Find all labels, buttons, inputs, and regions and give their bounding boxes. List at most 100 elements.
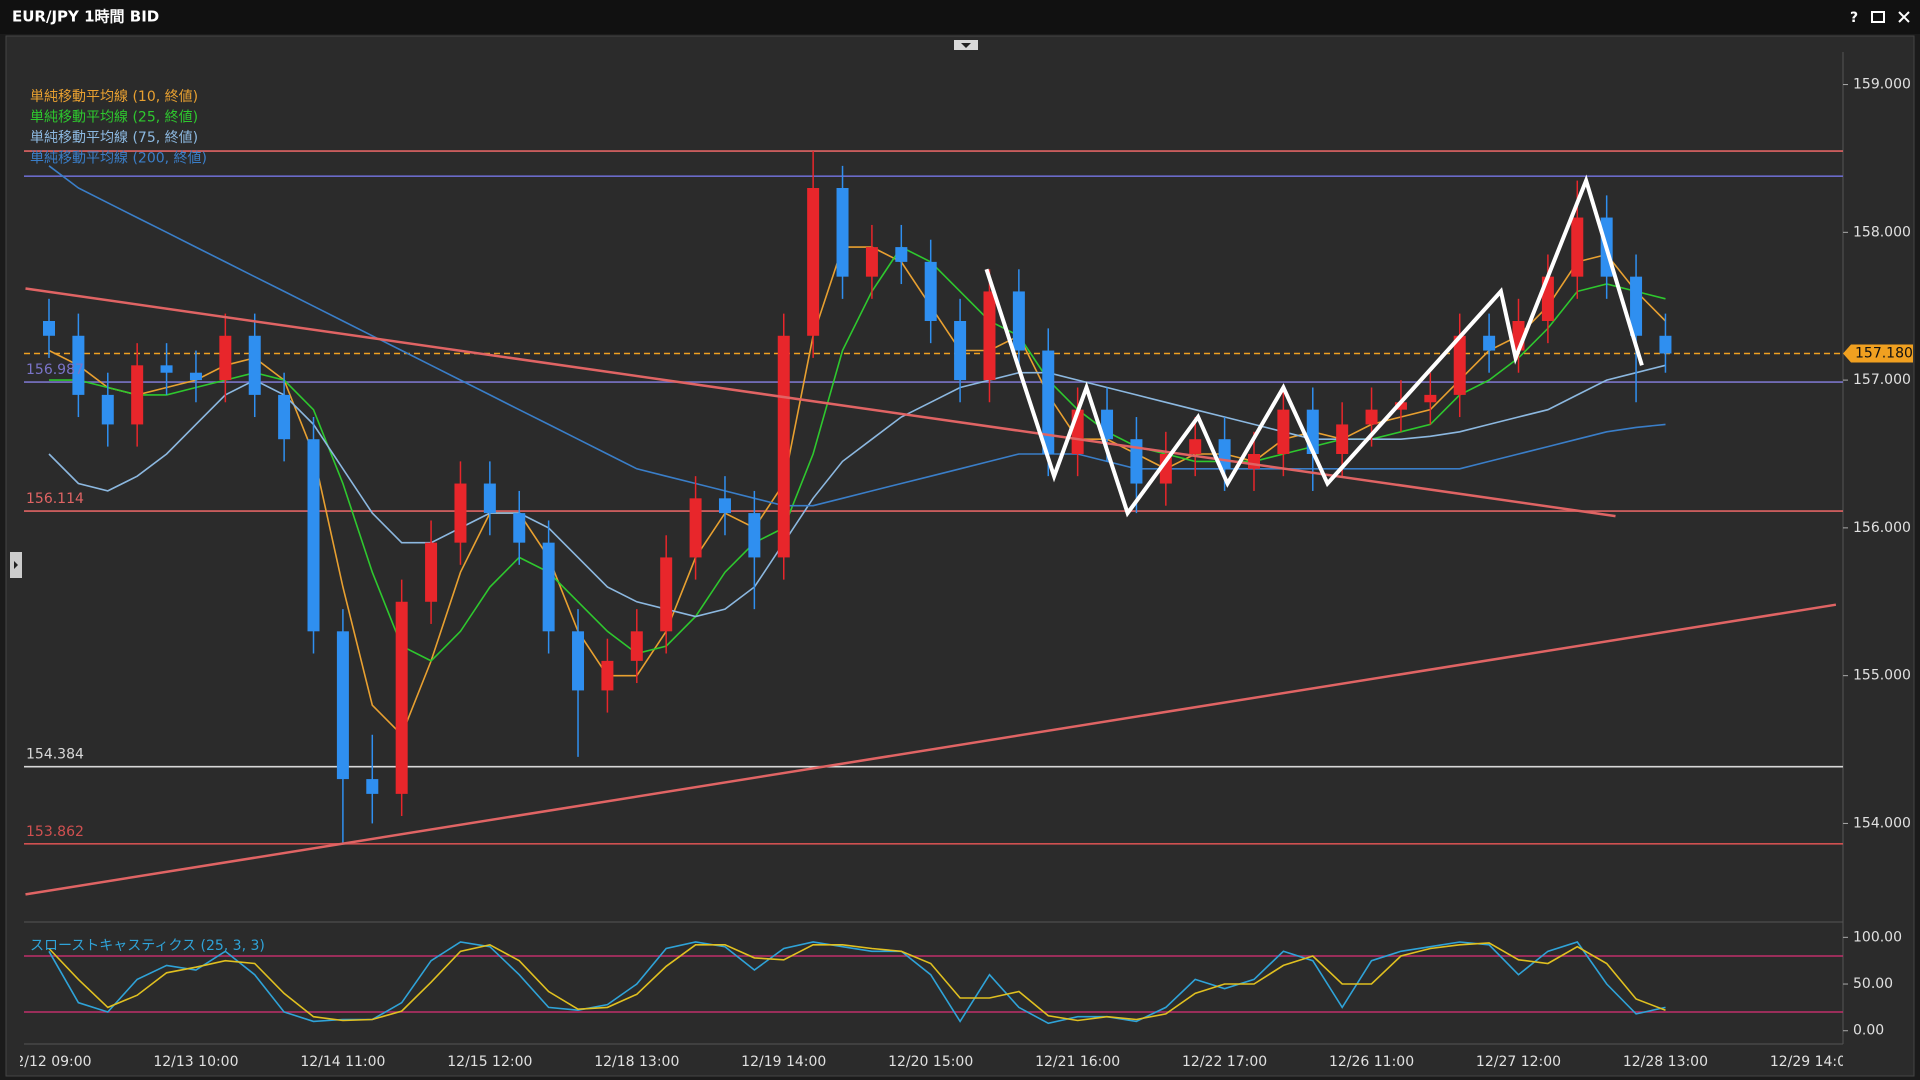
price-plot — [24, 150, 1843, 896]
candle-body — [807, 187, 820, 336]
y-tick-label: 0.00 — [1853, 1023, 1884, 1039]
trend-line — [984, 174, 1644, 518]
candle-body — [1483, 335, 1496, 351]
candle-body — [1659, 335, 1672, 354]
series-line — [49, 246, 1666, 662]
indicator-title: スローストキャスティクス (25, 3, 3) — [30, 938, 265, 954]
candle-body — [748, 513, 761, 558]
chart-area — [5, 35, 1915, 1077]
candle-body — [1394, 402, 1407, 410]
candle-body — [954, 320, 967, 381]
x-tick-label: 12/22 17:00 — [1182, 1054, 1267, 1070]
x-tick-label: 12/15 12:00 — [447, 1054, 532, 1070]
candle-body — [366, 779, 379, 794]
line-label: 156.114 — [26, 491, 84, 507]
series-line — [48, 942, 1666, 1022]
candle-body — [1159, 453, 1172, 484]
candle-body — [572, 631, 585, 691]
series-line — [48, 364, 1666, 618]
maximize-button[interactable] — [1871, 11, 1885, 23]
candle-body — [1365, 409, 1378, 425]
candle-body — [689, 498, 702, 558]
x-tick-label: 12/19 14:00 — [741, 1054, 826, 1070]
price-tag-label: 157.180 — [1855, 346, 1913, 362]
legend-entry: 単純移動平均線 (10, 終値) — [30, 89, 198, 105]
y-tick-label: 155.000 — [1853, 668, 1911, 684]
candle-body — [836, 187, 849, 277]
x-tick-label: 12/27 12:00 — [1476, 1054, 1561, 1070]
candle-body — [660, 557, 673, 632]
y-tick-label: 156.000 — [1853, 520, 1911, 536]
candle-body — [777, 335, 790, 558]
candle-body — [131, 365, 144, 425]
window-title: EUR/JPY 1時間 BID — [12, 8, 159, 26]
candle-body — [924, 261, 937, 321]
trend-line — [25, 287, 1616, 518]
candle-body — [718, 498, 731, 514]
candle-body — [895, 247, 908, 262]
candle-body — [160, 365, 173, 373]
x-tick-label: 12/29 14:00 — [1770, 1054, 1855, 1070]
candle-body — [601, 660, 614, 691]
title-bar — [0, 0, 1920, 34]
line-label: 156.987 — [26, 362, 84, 378]
candle-body — [1189, 439, 1202, 454]
x-tick-label: 12/13 10:00 — [153, 1054, 238, 1070]
candle-body — [43, 320, 55, 336]
side-tab-arrow — [14, 561, 18, 569]
candle-body — [1424, 394, 1437, 403]
y-tick-label: 157.000 — [1853, 372, 1911, 388]
stochastic-plot — [24, 941, 1843, 1025]
candle-body — [513, 513, 526, 543]
y-tick-label: 100.00 — [1853, 929, 1902, 945]
candle-body — [1571, 217, 1584, 277]
candle-body — [72, 335, 85, 395]
price-tag — [1843, 344, 1913, 363]
y-tick-label: 159.000 — [1853, 77, 1911, 93]
candle-body — [454, 483, 467, 543]
candle-body — [248, 335, 261, 395]
help-button[interactable]: ? — [1850, 10, 1858, 26]
close-button[interactable] — [1898, 11, 1910, 23]
line-label: 154.384 — [26, 747, 84, 763]
line-label: 153.862 — [26, 824, 84, 840]
candle-body — [307, 439, 320, 632]
overlay: 157.180 156.987 156.114 154.384 153.862 単純移動平… — [26, 89, 1913, 954]
candle-body — [1101, 409, 1114, 440]
candle-body — [101, 394, 114, 425]
x-tick-label: 12/28 13:00 — [1623, 1054, 1708, 1070]
candle-body — [395, 601, 408, 794]
candle-body — [542, 542, 555, 632]
y-tick-label: 50.00 — [1853, 976, 1893, 992]
series-line — [48, 941, 1666, 1025]
candle-body — [483, 483, 496, 514]
candle-body — [278, 394, 291, 440]
x-tick-label: 12/26 11:00 — [1329, 1054, 1414, 1070]
candle-body — [630, 631, 643, 661]
legend-entry: 単純移動平均線 (200, 終値) — [30, 151, 207, 167]
candle-body — [336, 631, 349, 780]
x-tick-label: 12/18 13:00 — [594, 1054, 679, 1070]
candle-body — [1130, 439, 1143, 484]
x-tick-label: 12/14 11:00 — [300, 1054, 385, 1070]
legend-entry: 単純移動平均線 (75, 終値) — [30, 130, 198, 146]
y-tick-label: 154.000 — [1853, 815, 1911, 831]
x-tick-label: 12/20 15:00 — [888, 1054, 973, 1070]
candle-body — [983, 291, 996, 381]
x-tick-label: 12/12 09:00 — [6, 1054, 91, 1070]
candle-body — [1630, 276, 1643, 336]
candle-body — [189, 372, 202, 381]
x-axis: 12/12 09:00 12/13 10:00 12/14 11:00 12/15 1… — [6, 1054, 1855, 1070]
candle-body — [1277, 409, 1290, 454]
candle-body — [425, 542, 438, 602]
candle-body — [1336, 424, 1349, 454]
candle-body — [1012, 291, 1025, 351]
candle-body — [1247, 453, 1260, 469]
y-tick-label: 158.000 — [1853, 224, 1911, 240]
collapse-arrow — [961, 43, 971, 48]
series-line — [48, 165, 1666, 507]
legend-entry: 単純移動平均線 (25, 終値) — [30, 110, 198, 126]
candle-body — [1453, 335, 1466, 395]
